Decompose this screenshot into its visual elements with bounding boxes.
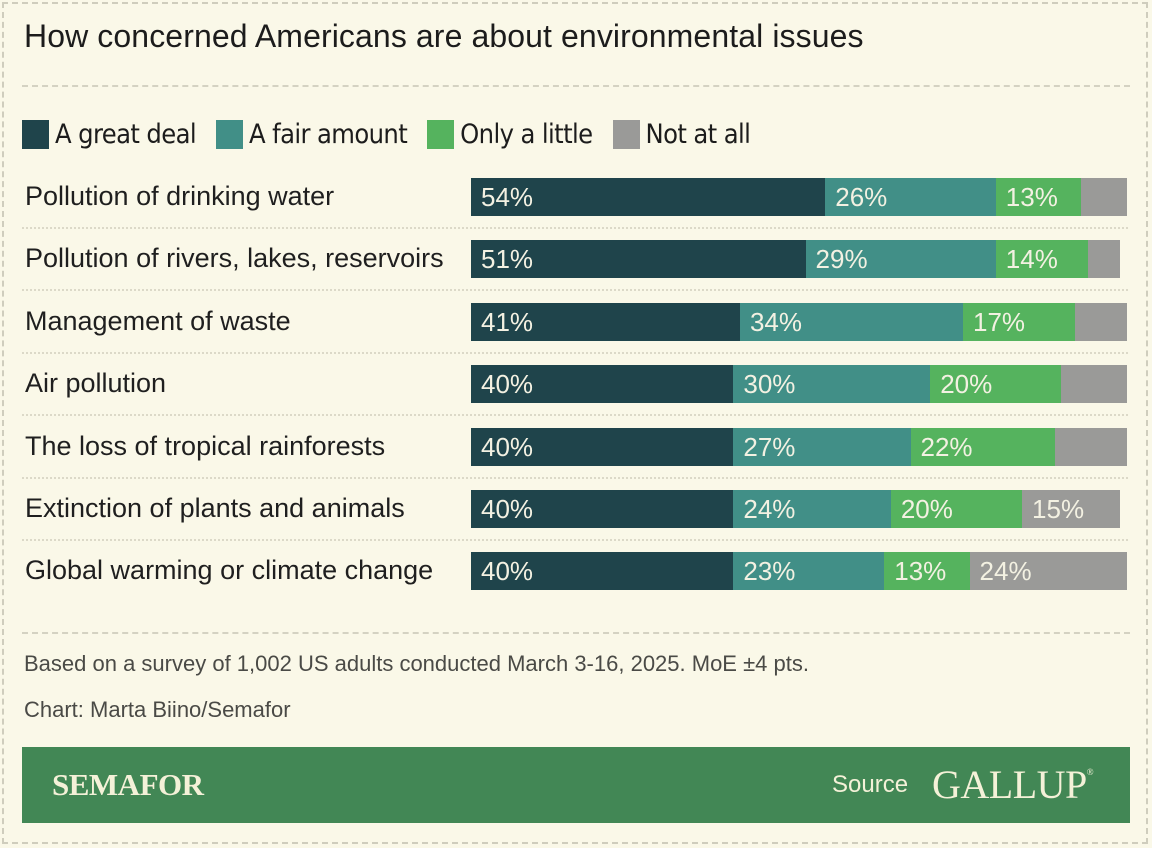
data-label: 40% [481, 431, 534, 462]
legend-label: A great deal [55, 118, 197, 150]
bar-segment-not-at-all [1061, 365, 1127, 404]
legend-swatch-not-at-all [612, 119, 640, 149]
bar-segment-not-at-all [1074, 302, 1127, 341]
bar-segment-a-great-deal [471, 552, 734, 591]
legend-item-great-deal: A great deal [22, 118, 197, 150]
legend-swatch-only-little [427, 119, 455, 149]
legend-label: Not at all [645, 118, 751, 150]
chart-title: How concerned Americans are about enviro… [24, 18, 864, 54]
bar-segment-a-fair-amount [733, 365, 931, 404]
row-divider [22, 539, 1128, 541]
category-label: Extinction of plants and animals [25, 493, 405, 523]
data-label: 40% [481, 369, 534, 400]
category-label: Pollution of drinking water [25, 181, 335, 211]
row-divider [22, 289, 1128, 292]
chart-credit: Chart: Marta Biino/Semafor [24, 697, 291, 722]
legend-item-not-at-all: Not at all [612, 118, 751, 150]
survey-note: Based on a survey of 1,002 US adults con… [24, 651, 809, 676]
bar-segment-only-a-little [890, 490, 1023, 528]
data-label: 26% [835, 182, 888, 212]
bar-segment-not-at-all [1087, 240, 1121, 279]
legend-swatch-fair-amount [216, 119, 244, 149]
legend-label: A fair amount [249, 118, 408, 150]
bar-segment-a-great-deal [471, 302, 740, 341]
data-label: 23% [743, 556, 796, 587]
legend-item-only-little: Only a little [427, 118, 593, 150]
data-label: 20% [900, 494, 953, 524]
bar-segment-not-at-all [1054, 427, 1127, 466]
data-label: 30% [743, 369, 796, 400]
title-divider [22, 85, 1130, 87]
bar-segment-not-at-all [969, 552, 1127, 591]
bar-segment-only-a-little [930, 365, 1062, 404]
semafor-logo: SEMAFOR [52, 767, 204, 802]
legend-label: Only a little [460, 118, 593, 150]
category-label: The loss of tropical rainforests [25, 430, 386, 461]
category-label: Pollution of rivers, lakes, reservoirs [25, 243, 444, 274]
bar-segment-not-at-all [1081, 178, 1127, 216]
footer-bar: SEMAFOR Source GALLUP® [22, 747, 1130, 823]
source-label: Source [832, 771, 909, 798]
bar-segment-only-a-little [995, 178, 1082, 216]
data-label: 17% [973, 306, 1026, 337]
legend-swatch-great-deal [22, 119, 49, 149]
bar-segment-only-a-little [995, 240, 1088, 279]
bar-segment-a-great-deal [471, 365, 734, 404]
bar-segment-a-fair-amount [733, 490, 891, 528]
data-label: 24% [743, 494, 796, 524]
bar-segment-a-fair-amount [805, 240, 996, 279]
bar-segment-not-at-all [1022, 490, 1121, 528]
row-divider [22, 414, 1128, 417]
bar-segment-a-fair-amount [739, 302, 963, 341]
bar-segment-only-a-little [884, 552, 970, 591]
category-label: Management of waste [25, 305, 291, 336]
data-label: 24% [979, 556, 1032, 587]
bar-segment-only-a-little [963, 302, 1075, 341]
data-label: 29% [815, 244, 868, 275]
data-label: 15% [1032, 494, 1085, 524]
data-label: 54% [481, 182, 534, 212]
data-label: 40% [481, 494, 534, 524]
data-label: 22% [920, 431, 973, 462]
bar-segment-only-a-little [910, 427, 1055, 466]
data-label: 27% [743, 431, 796, 462]
bar-segment-a-fair-amount [825, 178, 996, 216]
registered-mark: ® [1086, 767, 1094, 777]
legend: A great deal A fair amount Only a little… [22, 118, 770, 150]
data-label: 20% [940, 369, 993, 400]
bar-segment-a-great-deal [471, 178, 826, 216]
data-label: 41% [481, 306, 534, 337]
category-label: Global warming or climate change [25, 555, 434, 586]
bar-segment-a-great-deal [471, 240, 806, 279]
category-label: Air pollution [25, 368, 167, 399]
data-label: 40% [481, 556, 534, 587]
data-label: 13% [1005, 182, 1058, 212]
legend-item-fair-amount: A fair amount [216, 118, 408, 150]
data-label: 51% [481, 244, 534, 275]
data-label: 34% [749, 306, 802, 337]
notes-divider [22, 632, 1130, 634]
data-label: 13% [894, 556, 947, 587]
row-divider [22, 351, 1128, 354]
gallup-wordmark: GALLUP [932, 762, 1087, 807]
bar-segment-a-fair-amount [733, 552, 885, 591]
row-divider [22, 476, 1128, 479]
gallup-logo: GALLUP® [932, 761, 1094, 808]
bar-segment-a-fair-amount [733, 427, 911, 466]
row-divider [22, 227, 1128, 229]
data-label: 14% [1005, 244, 1058, 275]
bar-segment-a-great-deal [471, 490, 734, 528]
bar-segment-a-great-deal [471, 427, 734, 466]
